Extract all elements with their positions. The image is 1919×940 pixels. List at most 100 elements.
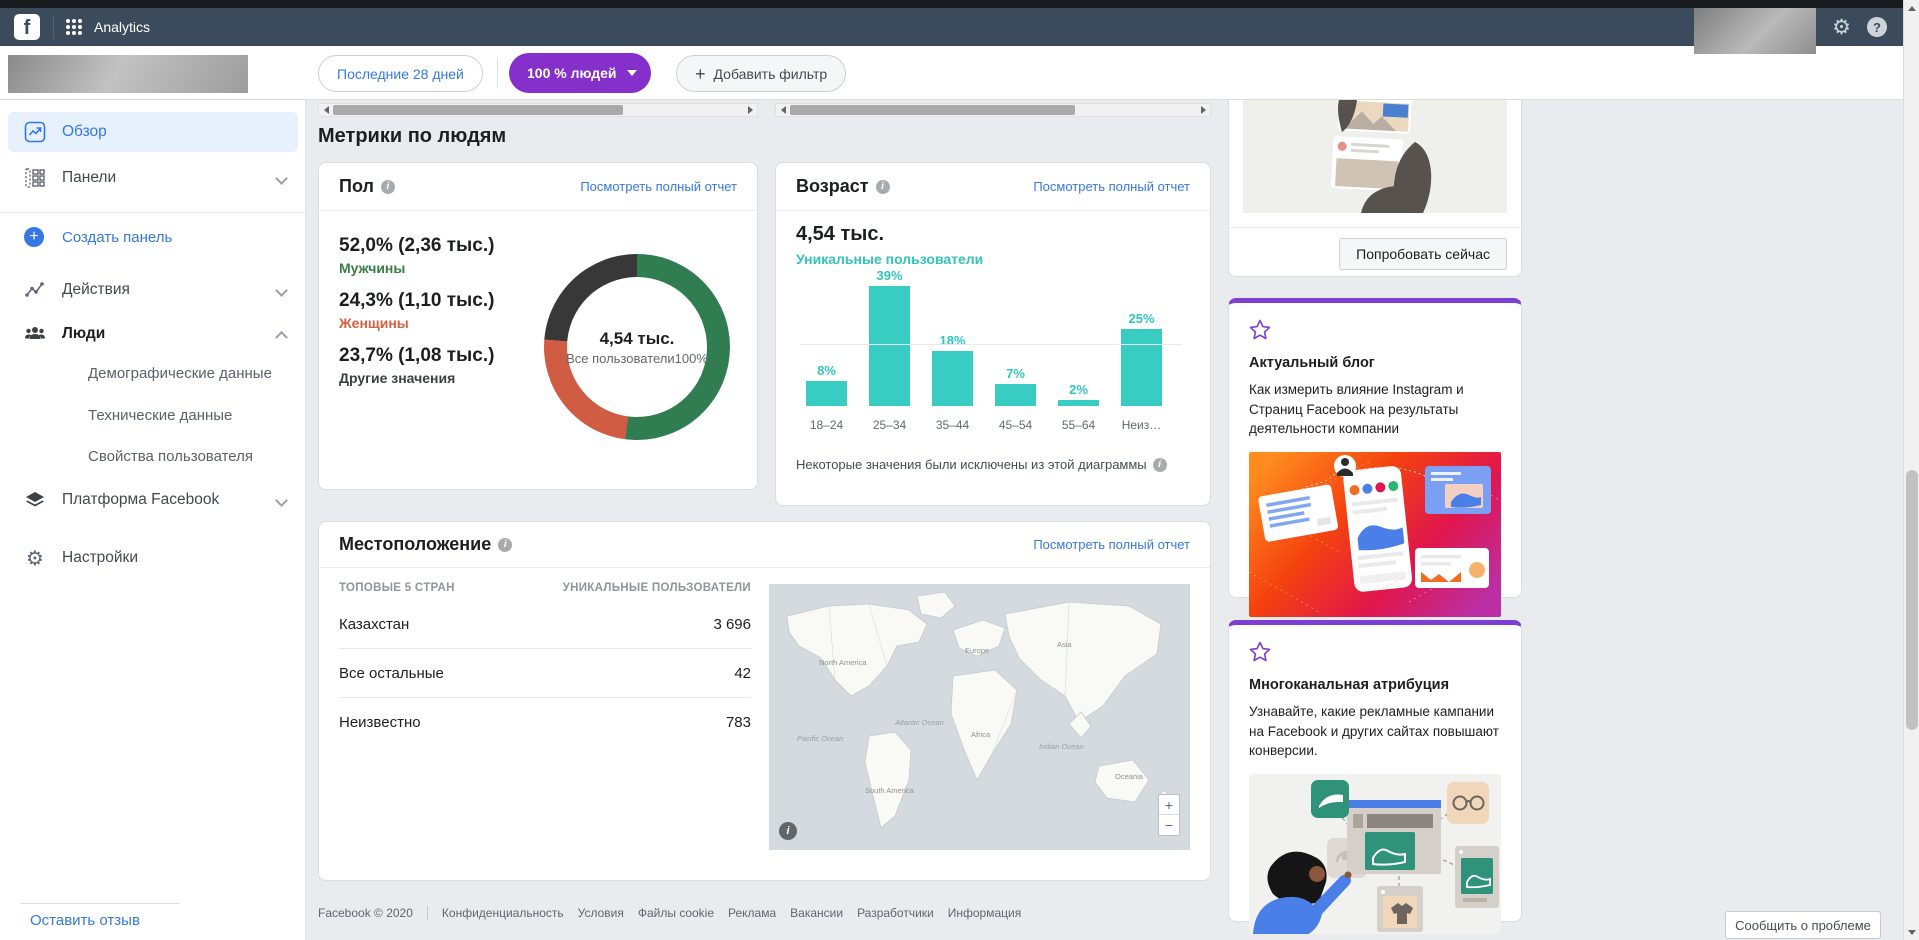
age-footnote: Некоторые значения были исключены из это… [796,457,1167,472]
overview-chart-icon [24,121,46,143]
add-filter-button[interactable]: + Добавить фильтр [676,55,847,92]
people-icon [24,323,46,345]
app-title: Analytics [94,19,151,35]
try-now-button[interactable]: Попробовать сейчас [1339,238,1507,270]
gear-icon: ⚙ [26,546,44,570]
toolbar-divider [497,58,498,88]
sidebar-item-technology[interactable]: Технические данные [0,398,306,432]
view-full-report-link[interactable]: Посмотреть полный отчет [1033,537,1190,552]
sidebar-item-label: Действия [62,281,130,298]
sidebar-item-label: Обзор [62,123,107,140]
sidebar-item-label: Настройки [62,549,139,566]
footer-link[interactable]: Условия [577,906,624,920]
age-axis-label: 18–24 [809,418,844,432]
promo-description: Как измерить влияние Instagram и Страниц… [1249,382,1464,437]
attribution-promo-card: Многоканальная атрибуция Узнавайте, каки… [1228,620,1522,934]
sidebar-item-demographics[interactable]: Демографические данные [0,356,306,390]
people-filter-button[interactable]: 100 % людей [509,53,651,93]
sidebar-item-label: Люди [62,325,106,342]
sidebar-subitem-label: Технические данные [88,406,233,424]
sidebar-item-dashboards[interactable]: Панели [8,158,298,198]
table-row: Все остальные 42 [339,649,751,698]
page-footer: Facebook © 2020 Конфиденциальность Услови… [318,906,1211,920]
view-full-report-link[interactable]: Посмотреть полный отчет [580,179,737,194]
world-map[interactable]: Pacific Ocean North America Atlantic Ocean… [769,584,1190,850]
sidebar-item-facebook-platform[interactable]: Платформа Facebook [8,480,298,520]
gender-card: Пол i Посмотреть полный отчет 52,0% (2,36… [318,162,758,490]
age-axis-label: 55–64 [1061,418,1096,432]
age-card: Возраст i Посмотреть полный отчет 4,54 ты… [775,162,1211,506]
age-axis-label: 35–44 [935,418,970,432]
sidebar-footer-divider [20,903,180,904]
chevron-down-icon [275,171,288,185]
footer-link[interactable]: Конфиденциальность [441,906,564,920]
sidebar-subitem-label: Демографические данные [88,364,272,382]
view-full-report-link[interactable]: Посмотреть полный отчет [1033,179,1190,194]
footer-link[interactable]: Информация [947,906,1022,920]
help-icon[interactable]: ? [1867,17,1887,37]
scroll-down-icon[interactable] [1904,924,1919,940]
scroll-left-icon[interactable] [776,104,790,116]
footer-link[interactable]: Вакансии [790,906,844,920]
map-label: Africa [971,730,991,739]
hscrollbar-thumb[interactable] [333,105,623,115]
attribution-illustration[interactable] [1249,773,1501,934]
chevron-up-icon [275,330,288,344]
zoom-out-button[interactable]: − [1164,817,1174,833]
leave-feedback-link[interactable]: Оставить отзыв [30,912,140,929]
hscrollbar-thumb[interactable] [790,105,1075,115]
info-icon[interactable]: i [875,179,890,194]
legend-item-women: 24,3% (1,10 тыс.) Женщины [339,290,495,331]
promo-title: Актуальный блог [1249,355,1375,371]
scroll-right-icon[interactable] [743,104,757,116]
hand-phone-illustration [1243,100,1507,213]
age-bar: 18% [932,333,973,406]
topbar-divider [53,15,54,39]
app-grid-icon[interactable] [66,19,82,35]
vscrollbar-thumb[interactable] [1906,470,1918,730]
map-label: Indian Ocean [1039,742,1084,751]
sidebar-item-settings[interactable]: ⚙ Настройки [8,538,298,578]
sidebar-create-dashboard[interactable]: + Создать панель [24,227,172,247]
footer-link[interactable]: Разработчики [857,906,934,920]
scroll-up-icon[interactable] [1904,0,1919,16]
page-selector-blurred[interactable] [8,55,248,93]
info-icon[interactable]: i [380,179,395,194]
zoom-in-button[interactable]: + [1159,795,1179,815]
footer-link[interactable]: Файлы cookie [637,906,715,920]
left-sidebar: Обзор Панели + Создать панель Действия Л… [0,100,306,940]
sidebar-item-user-properties[interactable]: Свойства пользователя [0,439,306,473]
map-label: Europe [965,646,990,655]
dashboard-grid-icon [24,167,46,189]
settings-gear-icon[interactable]: ⚙ [1832,15,1851,39]
footer-link[interactable]: Реклама [728,906,777,920]
column-unique-users: УНИКАЛЬНЫЕ ПОЛЬЗОВАТЕЛИ [562,582,751,594]
map-label: Atlantic Ocean [895,718,944,727]
sidebar-item-label: Панели [62,169,117,186]
date-range-button[interactable]: Последние 28 дней [318,55,483,92]
info-icon[interactable]: i [1152,457,1167,472]
location-card-title: Местоположение i [339,534,513,555]
people-filter-label: 100 % людей [527,65,617,81]
scroll-left-icon[interactable] [319,104,333,116]
top-navigation-bar: f Analytics ⚙ ? [0,8,1903,54]
legend-item-men: 52,0% (2,36 тыс.) Мужчины [339,235,495,276]
sidebar-divider [0,212,306,213]
map-info-button[interactable]: i [779,822,797,840]
blog-illustration[interactable] [1249,451,1501,617]
info-icon[interactable]: i [498,537,513,552]
sidebar-item-people[interactable]: Люди [8,314,298,354]
report-problem-button[interactable]: Сообщить о проблеме [1725,911,1881,939]
layers-icon [24,489,46,511]
gridline-20pct [800,344,1182,345]
age-axis-label: Неиз… [1121,418,1162,432]
world-map-svg [769,584,1190,850]
legend-item-other: 23,7% (1,08 тыс.) Другие значения [339,345,495,386]
age-total-value: 4,54 тыс. [796,223,885,245]
sidebar-item-overview[interactable]: Обзор [8,112,298,152]
table-row: Неизвестно 783 [339,714,751,731]
user-account-blurred[interactable] [1694,8,1817,54]
sidebar-item-activity[interactable]: Действия [8,270,298,310]
scroll-right-icon[interactable] [1196,104,1210,116]
facebook-logo-icon[interactable]: f [14,14,40,40]
